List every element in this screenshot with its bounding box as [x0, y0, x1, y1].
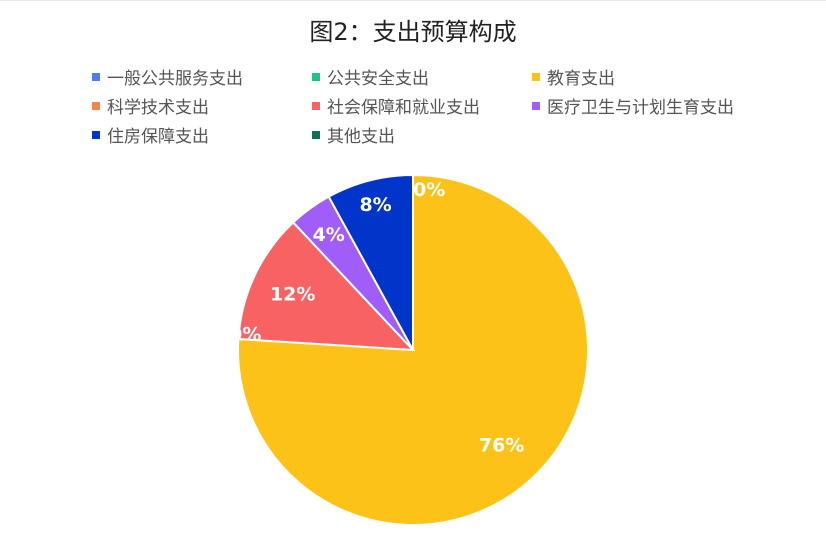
- legend-swatch: [92, 101, 100, 110]
- pie-slice-housing-security[interactable]: [327, 173, 414, 351]
- legend-label: 医疗卫生与计划生育支出: [547, 98, 734, 118]
- legend-swatch: [312, 72, 320, 81]
- legend-item-housing-security[interactable]: 住房保障支出: [92, 122, 209, 147]
- legend-swatch: [92, 72, 100, 81]
- legend-item-social-security-employment[interactable]: 社会保障和就业支出: [312, 93, 480, 118]
- value-label-other: 0%: [413, 179, 445, 201]
- value-label-health-family-planning: 4%: [313, 224, 345, 246]
- legend-item-public-security[interactable]: 公共安全支出: [312, 64, 429, 89]
- legend-swatch: [532, 101, 540, 110]
- chart-title: 图2：支出预算构成: [309, 18, 517, 46]
- legend-swatch: [312, 101, 320, 110]
- value-label-social-security-employment: 12%: [270, 283, 315, 305]
- pie-slices: [237, 173, 590, 526]
- legend-label: 其他支出: [327, 127, 395, 147]
- top-divider: [0, 0, 826, 1]
- value-label-science-technology: 0%: [229, 324, 261, 346]
- pie-value-labels: 76% 0% 12% 4% 8% 0%: [229, 179, 524, 456]
- legend-label: 社会保障和就业支出: [327, 98, 480, 118]
- legend-swatch: [532, 72, 540, 81]
- legend-item-general-public-services[interactable]: 一般公共服务支出: [92, 64, 243, 89]
- legend-item-other[interactable]: 其他支出: [312, 122, 395, 147]
- legend-label: 住房保障支出: [107, 127, 209, 147]
- legend-label: 科学技术支出: [107, 98, 209, 118]
- legend-item-science-technology[interactable]: 科学技术支出: [92, 93, 209, 118]
- legend-label: 教育支出: [547, 69, 615, 89]
- legend-item-health-family-planning[interactable]: 医疗卫生与计划生育支出: [532, 93, 734, 118]
- pie-slice-social-security-employment[interactable]: [237, 221, 416, 352]
- value-label-education: 76%: [479, 434, 524, 456]
- legend-swatch: [92, 130, 100, 139]
- legend-label: 一般公共服务支出: [107, 69, 243, 89]
- legend-item-education[interactable]: 教育支出: [532, 64, 615, 89]
- legend-swatch: [312, 130, 320, 139]
- value-label-housing-security: 8%: [359, 194, 391, 216]
- legend-label: 公共安全支出: [327, 69, 429, 89]
